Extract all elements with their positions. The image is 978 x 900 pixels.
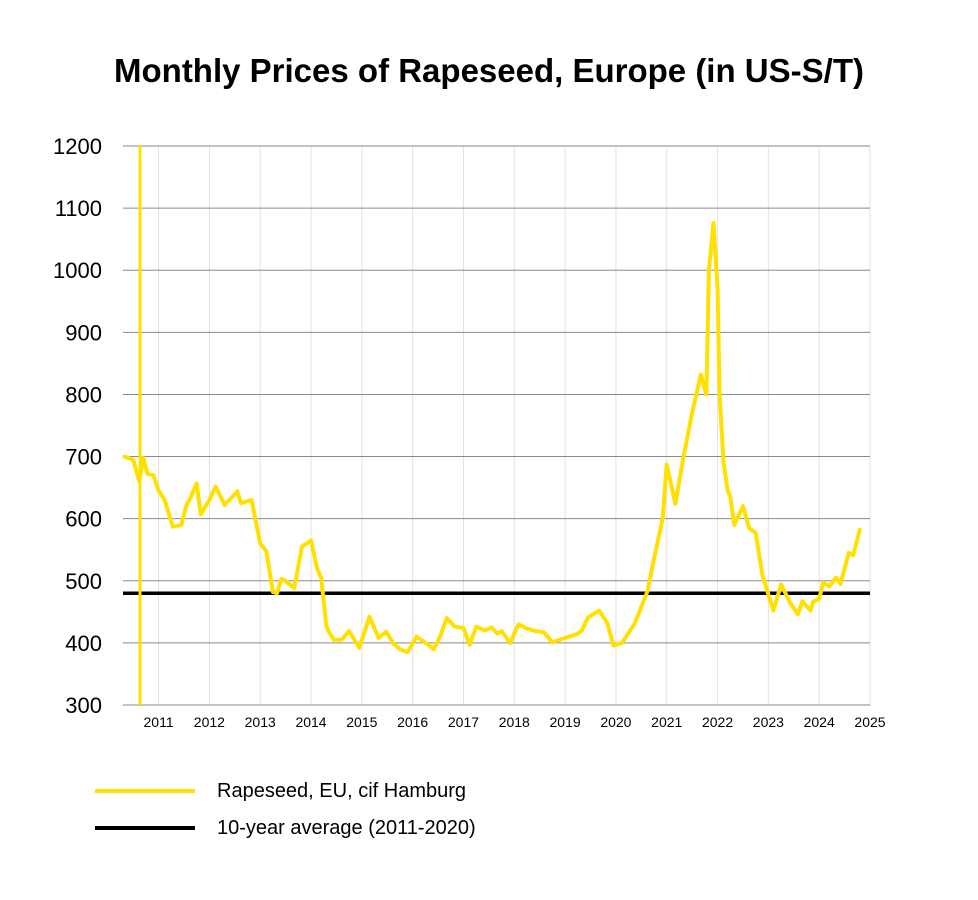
legend-label-average: 10-year average (2011-2020): [217, 816, 476, 839]
x-tick-label: 2021: [651, 714, 682, 730]
y-tick-label: 400: [65, 631, 102, 656]
x-tick-label: 2018: [499, 714, 530, 730]
x-tick-label: 2023: [753, 714, 784, 730]
x-tick-label: 2019: [550, 714, 581, 730]
legend: Rapeseed, EU, cif Hamburg 10-year averag…: [95, 778, 476, 852]
x-tick-label: 2022: [702, 714, 733, 730]
legend-item-rapeseed: Rapeseed, EU, cif Hamburg: [95, 778, 476, 804]
x-tick-label: 2020: [600, 714, 631, 730]
legend-label-rapeseed: Rapeseed, EU, cif Hamburg: [217, 779, 467, 802]
y-tick-label: 1000: [53, 258, 102, 283]
x-tick-label: 2017: [448, 714, 479, 730]
y-tick-label: 1100: [55, 196, 102, 221]
x-tick-label: 2013: [245, 714, 276, 730]
y-tick-label: 800: [65, 382, 102, 407]
y-tick-label: 600: [65, 507, 102, 532]
y-tick-label: 500: [65, 569, 102, 594]
chart-title: Monthly Prices of Rapeseed, Europe (in U…: [114, 52, 864, 89]
x-tick-label: 2024: [804, 714, 835, 730]
legend-swatch-rapeseed: [95, 789, 195, 793]
series-line-rapeseed: [122, 221, 862, 655]
x-tick-label: 2015: [346, 714, 377, 730]
axes: 300 400 500 600 700 800 900 1000 1100 1200 2011 201…: [53, 134, 886, 730]
x-tick-label: 2011: [144, 714, 174, 730]
y-tick-label: 900: [65, 320, 102, 345]
x-tick-label: 2025: [854, 714, 885, 730]
legend-swatch-average: [95, 826, 195, 830]
legend-item-average: 10-year average (2011-2020): [95, 815, 476, 841]
y-tick-label: 700: [65, 445, 102, 470]
x-tick-label: 2012: [194, 714, 225, 730]
series-layer: [122, 221, 870, 655]
grid: [123, 145, 871, 705]
x-tick-label: 2016: [397, 714, 428, 730]
y-tick-label: 1200: [53, 134, 102, 159]
y-tick-label: 300: [65, 693, 102, 718]
x-tick-label: 2014: [295, 714, 326, 730]
